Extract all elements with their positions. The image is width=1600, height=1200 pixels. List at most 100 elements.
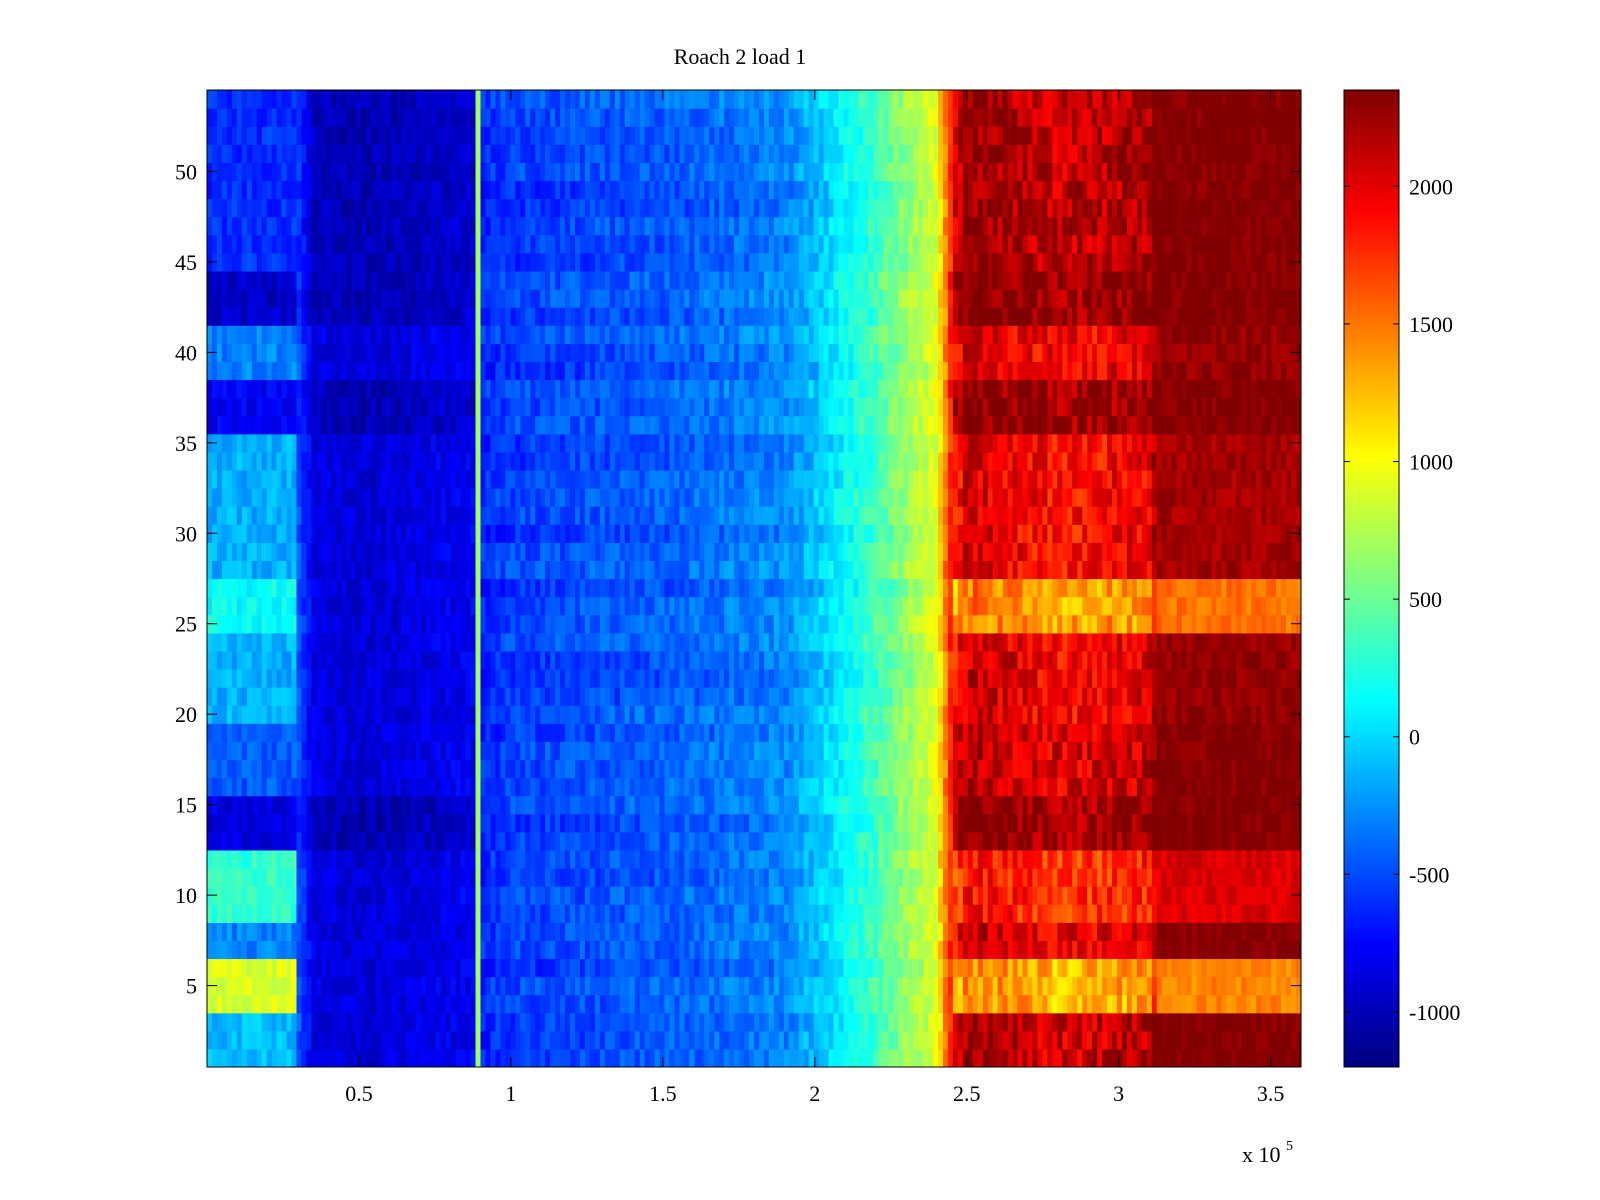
heatmap-cell [420, 723, 427, 742]
heatmap-cell [236, 886, 243, 905]
heatmap-cell [793, 759, 800, 779]
heatmap-cell [460, 976, 467, 996]
heatmap-cell [465, 687, 472, 706]
heatmap-cell [510, 1048, 516, 1067]
heatmap-cell [813, 922, 820, 941]
heatmap-cell [1002, 940, 1009, 960]
heatmap-cell [803, 831, 810, 851]
heatmap-cell [231, 976, 238, 996]
heatmap-cell [1092, 940, 1098, 960]
heatmap-cell [1256, 759, 1262, 779]
heatmap-cell [873, 705, 879, 724]
heatmap-cell [933, 741, 939, 761]
heatmap-cell [490, 886, 497, 905]
heatmap-cell [1236, 687, 1242, 706]
heatmap-cell [1097, 922, 1103, 941]
heatmap-cell [207, 759, 213, 779]
heatmap-cell [306, 994, 313, 1014]
heatmap-cell [823, 867, 830, 887]
heatmap-cell [1012, 976, 1019, 996]
heatmap-cell [699, 741, 705, 761]
heatmap-cell [505, 1012, 511, 1032]
heatmap-cell [1022, 705, 1029, 724]
heatmap-cell [798, 813, 805, 833]
heatmap-cell [1151, 922, 1158, 941]
heatmap-cell [226, 741, 233, 761]
heatmap-cell [216, 777, 223, 797]
heatmap-cell [629, 795, 636, 815]
heatmap-cell [1196, 904, 1203, 923]
heatmap-cell [550, 795, 556, 815]
heatmap-cell [555, 668, 561, 688]
heatmap-cell [664, 940, 671, 960]
heatmap-cell [475, 705, 482, 724]
heatmap-cell [987, 777, 994, 797]
heatmap-cell [838, 922, 845, 941]
heatmap-cell [331, 687, 337, 706]
heatmap-cell [361, 759, 367, 779]
heatmap-cell [520, 705, 526, 724]
heatmap-cell [704, 795, 710, 815]
heatmap-cell [967, 940, 974, 960]
heatmap-cell [266, 849, 273, 869]
heatmap-cell [848, 849, 855, 869]
heatmap-cell [913, 994, 919, 1014]
heatmap-cell [216, 831, 223, 851]
heatmap-cell [1211, 668, 1218, 688]
heatmap-cell [510, 759, 516, 779]
heatmap-cell [1062, 994, 1068, 1014]
heatmap-cell [301, 741, 308, 761]
heatmap-cell [893, 687, 899, 706]
heatmap-cell [967, 650, 974, 670]
heatmap-cell [803, 958, 810, 978]
heatmap-cell [510, 976, 516, 996]
heatmap-cell [565, 741, 571, 761]
heatmap-cell [381, 867, 387, 887]
heatmap-cell [251, 795, 258, 815]
heatmap-cell [863, 687, 869, 706]
heatmap-cell [341, 668, 347, 688]
heatmap-cell [997, 976, 1004, 996]
heatmap-cell [485, 1030, 492, 1050]
heatmap-cell [982, 867, 989, 887]
heatmap-cell [1087, 723, 1093, 742]
heatmap-cell [624, 668, 631, 688]
heatmap-cell [336, 777, 342, 797]
heatmap-cell [356, 849, 362, 869]
heatmap-cell [450, 849, 457, 869]
heatmap-cell [540, 922, 546, 941]
heatmap-cell [480, 723, 487, 742]
heatmap-cell [1117, 904, 1123, 923]
heatmap-cell [669, 867, 676, 887]
heatmap-cell [1151, 976, 1158, 996]
heatmap-cell [1112, 668, 1118, 688]
heatmap-cell [560, 813, 566, 833]
heatmap-cell [221, 958, 228, 978]
heatmap-cell [982, 976, 989, 996]
heatmap-cell [460, 849, 467, 869]
heatmap-cell [903, 759, 909, 779]
heatmap-cell [1151, 759, 1158, 779]
heatmap-cell [972, 687, 979, 706]
heatmap-cell [281, 994, 288, 1014]
heatmap-cell [460, 940, 467, 960]
heatmap-cell [241, 849, 248, 869]
heatmap-cell [331, 741, 337, 761]
heatmap-cell [942, 922, 949, 941]
heatmap-cell [928, 813, 934, 833]
heatmap-cell [868, 1012, 874, 1032]
heatmap-cell [674, 940, 681, 960]
heatmap-cell [535, 831, 541, 851]
heatmap-cell [1206, 849, 1213, 869]
heatmap-cell [1191, 759, 1198, 779]
heatmap-cell [793, 650, 800, 670]
heatmap-cell [957, 940, 964, 960]
heatmap-cell [1136, 687, 1143, 706]
heatmap-cell [1112, 723, 1118, 742]
heatmap-cell [207, 668, 213, 688]
heatmap-cell [942, 1048, 949, 1067]
heatmap-cell [584, 940, 591, 960]
heatmap-cell [321, 922, 327, 941]
heatmap-cell [669, 650, 676, 670]
heatmap-cell [1121, 1012, 1128, 1032]
